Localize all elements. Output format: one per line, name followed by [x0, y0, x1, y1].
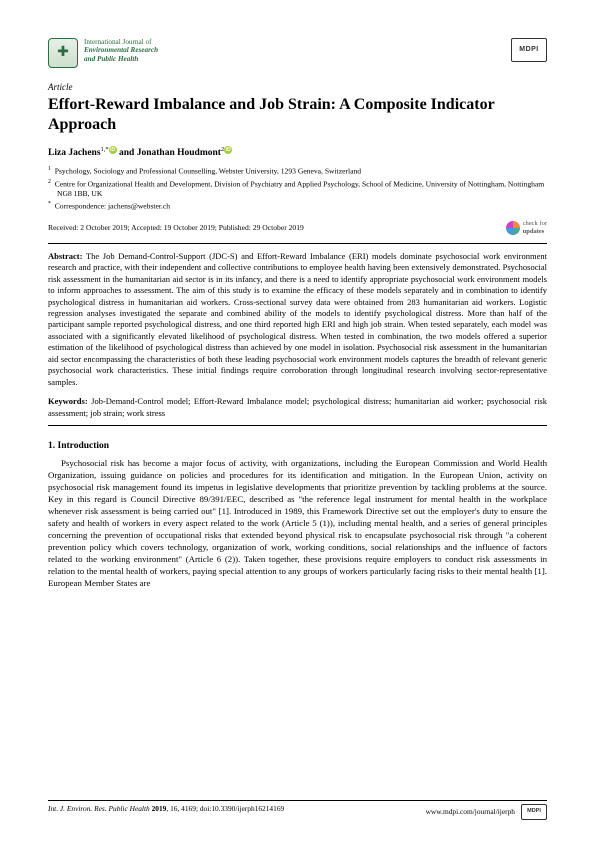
section-1-heading: 1. Introduction [48, 440, 547, 452]
affiliation-2: 2 Centre for Organizational Health and D… [48, 179, 547, 200]
footer-journal-abbrev: Int. J. Environ. Res. Public Health [48, 804, 152, 813]
dates-row: Received: 2 October 2019; Accepted: 19 O… [48, 220, 547, 237]
header-row: ✚ International Journal of Environmental… [48, 38, 547, 68]
affil-2-text: Centre for Organizational Health and Dev… [55, 179, 545, 198]
journal-name-line1: International Journal of [84, 38, 151, 46]
footer-left: Int. J. Environ. Res. Public Health 2019… [48, 804, 284, 820]
check-updates-text: check for updates [523, 220, 547, 237]
corr-sup: * [48, 201, 51, 207]
page-footer: Int. J. Environ. Res. Public Health 2019… [48, 800, 547, 820]
abstract-block: Abstract: The Job Demand-Control-Support… [48, 251, 547, 389]
article-type: Article [48, 82, 547, 94]
cu-line2: updates [523, 228, 545, 235]
cu-line1: check for [523, 220, 547, 227]
journal-name-line2: Environmental Research [84, 46, 158, 54]
footer-citation: , 16, 4169; doi:10.3390/ijerph16214169 [166, 804, 284, 813]
mdpi-logo-text: MDPI [519, 45, 539, 54]
intro-paragraph: Psychosocial risk has become a major foc… [48, 457, 547, 589]
check-for-updates[interactable]: check for updates [506, 220, 547, 237]
affil-1-text: Psychology, Sociology and Professional C… [55, 167, 361, 176]
page-title: Effort-Reward Imbalance and Job Strain: … [48, 95, 547, 136]
corr-text: Correspondence: jachens@webster.ch [55, 202, 170, 211]
divider-top [48, 243, 547, 244]
journal-name: International Journal of Environmental R… [84, 38, 158, 63]
author-2-name: Jonathan Houdmont [137, 148, 221, 158]
footer-year: 2019 [152, 804, 167, 813]
author-1-name: Liza Jachens [48, 148, 101, 158]
journal-name-line3: and Public Health [84, 55, 138, 63]
abstract-label: Abstract: [48, 251, 82, 261]
keywords-text: Job-Demand-Control model; Effort-Reward … [48, 396, 547, 417]
correspondence: * Correspondence: jachens@webster.ch [48, 201, 547, 212]
mdpi-small-icon: MDPI [521, 804, 547, 820]
orcid-icon: iD [109, 146, 117, 154]
mdpi-logo-icon: MDPI [511, 38, 547, 62]
footer-url: www.mdpi.com/journal/ijerph [426, 807, 515, 817]
affil-1-sup: 1 [48, 166, 51, 172]
journal-logo-icon: ✚ [48, 38, 78, 68]
authors-conjunction: and [119, 148, 137, 158]
check-updates-icon [506, 221, 520, 235]
affiliation-1: 1 Psychology, Sociology and Professional… [48, 166, 547, 177]
journal-logo-glyph: ✚ [57, 44, 69, 62]
orcid-icon: iD [224, 146, 232, 154]
affil-2-sup: 2 [48, 179, 51, 185]
author-1-sup: 1,* [101, 146, 109, 153]
keywords-label: Keywords: [48, 396, 88, 406]
abstract-text: The Job Demand-Control-Support (JDC-S) a… [48, 251, 547, 387]
keywords-block: Keywords: Job-Demand-Control model; Effo… [48, 396, 547, 419]
authors-line: Liza Jachens1,*iD and Jonathan Houdmont2… [48, 146, 547, 160]
pub-dates: Received: 2 October 2019; Accepted: 19 O… [48, 223, 304, 233]
divider-bottom [48, 425, 547, 426]
journal-block: ✚ International Journal of Environmental… [48, 38, 158, 68]
footer-right-group: www.mdpi.com/journal/ijerph MDPI [426, 804, 547, 820]
